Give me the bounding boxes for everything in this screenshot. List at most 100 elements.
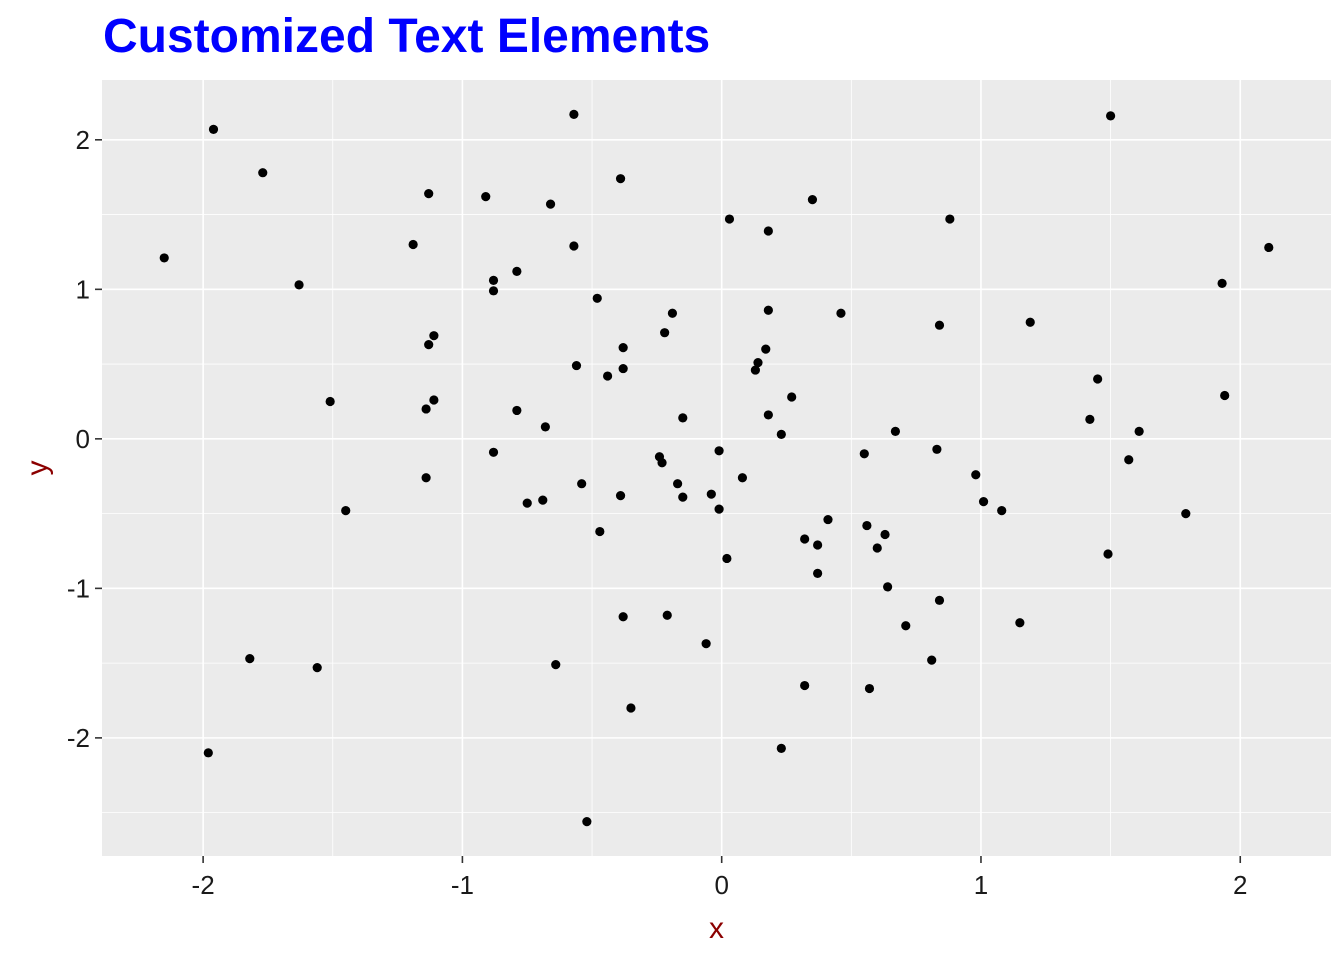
y-tick-label: -1 — [67, 573, 90, 603]
y-tick-label: 0 — [76, 424, 90, 454]
data-point — [488, 286, 499, 296]
data-point — [1217, 278, 1227, 288]
data-point — [341, 506, 351, 516]
data-point — [626, 703, 636, 713]
data-point — [667, 308, 678, 318]
y-axis-ticks: -2 -1 0 1 2 — [67, 125, 102, 753]
data-point — [618, 612, 628, 622]
x-tick-label: 1 — [974, 870, 988, 900]
data-point — [540, 422, 550, 432]
x-tick-label: 0 — [714, 870, 728, 900]
data-point — [258, 168, 268, 178]
data-point — [488, 275, 499, 285]
data-point — [823, 514, 833, 525]
data-point — [582, 817, 592, 827]
minor-gridlines — [102, 80, 1331, 856]
data-point — [722, 553, 732, 564]
data-point — [901, 621, 911, 631]
data-point — [776, 743, 786, 753]
data-point — [890, 426, 901, 436]
plot-panel — [102, 80, 1331, 856]
y-tick-label: 2 — [76, 125, 90, 155]
data-point — [615, 491, 626, 501]
data-point — [569, 241, 579, 251]
data-point — [934, 595, 945, 605]
data-point — [538, 495, 548, 505]
data-point — [245, 654, 255, 664]
data-point — [836, 308, 846, 318]
data-point — [312, 663, 322, 673]
data-point — [408, 239, 418, 250]
data-point — [571, 360, 582, 371]
data-point — [481, 192, 491, 202]
data-point — [512, 405, 522, 416]
data-point — [545, 199, 556, 209]
data-point — [657, 458, 667, 468]
x-axis-title: x — [709, 912, 724, 945]
data-point — [859, 449, 869, 459]
data-point — [603, 371, 613, 381]
data-point — [813, 540, 823, 550]
data-point — [1220, 390, 1230, 401]
data-point — [813, 568, 823, 579]
data-point — [1134, 426, 1144, 436]
data-point — [512, 266, 522, 276]
data-point — [522, 498, 532, 508]
data-point — [737, 473, 748, 483]
data-point — [1025, 317, 1035, 327]
data-point — [1015, 618, 1025, 628]
data-point — [1264, 242, 1274, 253]
data-point — [1106, 111, 1116, 121]
data-point — [1124, 455, 1134, 465]
data-point — [997, 506, 1007, 516]
x-tick-label: -1 — [451, 870, 474, 900]
data-point — [615, 174, 626, 184]
data-point — [660, 328, 670, 338]
data-point — [421, 473, 431, 483]
data-point — [761, 344, 771, 354]
data-point — [971, 470, 981, 480]
data-point — [618, 343, 628, 353]
data-point — [1103, 549, 1113, 559]
data-point — [978, 497, 989, 507]
data-point — [1093, 374, 1103, 384]
data-point — [750, 365, 760, 375]
y-tick-label: 1 — [76, 274, 90, 304]
data-point — [1085, 414, 1095, 425]
data-point — [800, 534, 810, 544]
x-tick-label: 2 — [1233, 870, 1247, 900]
data-point — [714, 446, 724, 456]
data-point — [678, 492, 688, 502]
data-point — [763, 226, 773, 236]
data-point — [872, 543, 882, 553]
data-point — [763, 410, 773, 420]
data-point — [1181, 509, 1191, 519]
data-point — [864, 683, 875, 694]
data-point — [927, 655, 937, 665]
data-point — [577, 479, 587, 489]
data-point — [424, 340, 434, 350]
data-point — [208, 124, 219, 134]
data-point — [934, 320, 945, 330]
data-point — [724, 214, 735, 224]
data-point — [569, 109, 579, 119]
data-point — [883, 582, 893, 592]
data-point — [159, 253, 169, 263]
data-point — [932, 444, 942, 454]
data-point — [880, 529, 890, 540]
data-point — [424, 189, 434, 199]
data-point — [421, 404, 431, 414]
data-point — [429, 331, 439, 341]
data-points — [159, 109, 1274, 827]
x-axis-ticks: -2 -1 0 1 2 — [192, 856, 1247, 900]
data-point — [706, 489, 716, 499]
x-tick-label: -2 — [192, 870, 215, 900]
data-point — [776, 429, 786, 439]
data-point — [618, 363, 628, 374]
data-point — [753, 357, 763, 368]
data-point — [673, 479, 683, 489]
chart-title: Customized Text Elements — [103, 10, 710, 63]
data-point — [678, 413, 688, 423]
data-point — [787, 392, 797, 402]
